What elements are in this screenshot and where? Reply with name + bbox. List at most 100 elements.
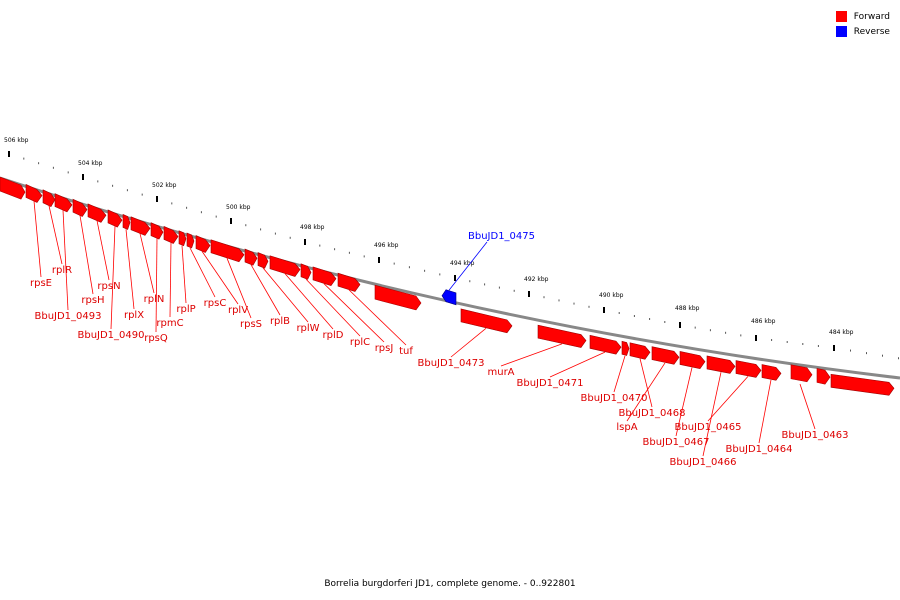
gene-label: rplW bbox=[296, 323, 319, 334]
gene-feature bbox=[178, 230, 187, 247]
gene-feature bbox=[87, 203, 107, 223]
gene-label: BbuJD1_0490 bbox=[77, 330, 144, 341]
minor-tick bbox=[633, 315, 635, 317]
label-connector bbox=[500, 343, 563, 367]
minor-tick bbox=[52, 166, 54, 169]
minor-tick bbox=[850, 349, 851, 352]
minor-tick bbox=[664, 321, 666, 323]
minor-tick bbox=[513, 289, 515, 292]
gene-feature bbox=[816, 368, 831, 385]
legend-reverse-label: Reverse bbox=[853, 26, 890, 37]
minor-tick bbox=[543, 296, 545, 299]
gene-label: BbuJD1_0467 bbox=[642, 437, 709, 448]
forward-swatch bbox=[835, 11, 847, 22]
tick-label: 506 kbp bbox=[4, 137, 29, 144]
label-connector bbox=[79, 215, 94, 295]
gene-feature bbox=[107, 209, 123, 228]
minor-tick bbox=[245, 224, 247, 227]
tick-label: 484 kbp bbox=[829, 329, 854, 336]
minor-tick bbox=[866, 352, 867, 355]
tick-label: 502 kbp bbox=[152, 182, 177, 189]
minor-tick bbox=[260, 228, 262, 231]
gene-label: BbuJD1_0493 bbox=[34, 311, 101, 322]
gene-label: rplD bbox=[323, 330, 344, 341]
label-connector bbox=[189, 247, 216, 298]
reverse-swatch bbox=[835, 26, 847, 37]
minor-tick bbox=[200, 211, 202, 214]
gene-feature bbox=[186, 232, 195, 249]
gene-feature bbox=[25, 183, 43, 203]
gene-label: BbuJD1_0466 bbox=[669, 457, 736, 468]
minor-tick bbox=[112, 184, 114, 187]
label-connector bbox=[226, 258, 252, 319]
chromosome-backbone bbox=[0, 176, 900, 380]
label-connector bbox=[284, 273, 334, 330]
minor-tick bbox=[186, 206, 188, 209]
gene-feature bbox=[830, 373, 895, 396]
minor-tick bbox=[817, 345, 819, 347]
gene-label: BbuJD1_0465 bbox=[674, 422, 741, 433]
minor-tick bbox=[588, 305, 590, 308]
gene-label: rplN bbox=[144, 294, 165, 305]
gene-label: murA bbox=[487, 367, 514, 378]
label-connector bbox=[96, 220, 110, 281]
minor-tick bbox=[215, 215, 217, 218]
minor-tick bbox=[573, 302, 575, 305]
minor-tick bbox=[141, 193, 143, 196]
gene-feature bbox=[42, 189, 56, 208]
minor-tick bbox=[348, 251, 350, 254]
gene-feature bbox=[706, 355, 736, 374]
minor-tick bbox=[439, 273, 441, 276]
minor-tick bbox=[725, 331, 727, 334]
gene-label: BbuJD1_0463 bbox=[781, 430, 848, 441]
gene-label: tuf bbox=[399, 346, 413, 357]
minor-tick bbox=[498, 286, 500, 289]
minor-tick bbox=[694, 326, 696, 329]
legend-reverse: Reverse bbox=[835, 24, 890, 39]
gene-feature bbox=[337, 272, 361, 292]
gene-feature bbox=[54, 193, 73, 213]
label-connector bbox=[169, 242, 172, 318]
tick-label: 486 kbp bbox=[751, 318, 776, 325]
label-connector bbox=[450, 328, 487, 358]
minor-tick bbox=[334, 248, 336, 251]
label-connector bbox=[448, 241, 488, 291]
gene-feature bbox=[761, 364, 782, 381]
figure-caption: Borrelia burgdorferi JD1, complete genom… bbox=[324, 579, 576, 589]
minor-tick bbox=[740, 334, 742, 337]
gene-label: rpsS bbox=[240, 319, 262, 330]
gene-feature bbox=[621, 340, 630, 356]
label-connector bbox=[125, 229, 135, 310]
gene-label: BbuJD1_0475 bbox=[468, 231, 535, 242]
label-connector bbox=[549, 351, 606, 378]
tick-label: 500 kbp bbox=[226, 204, 251, 211]
label-connector bbox=[139, 233, 155, 294]
minor-tick bbox=[171, 202, 173, 205]
minor-tick bbox=[469, 280, 471, 283]
tick-label: 490 kbp bbox=[599, 292, 624, 299]
minor-tick bbox=[126, 189, 128, 192]
label-connector bbox=[675, 367, 693, 437]
gene-label: rplB bbox=[270, 316, 290, 327]
legend-forward: Forward bbox=[835, 9, 890, 24]
gene-label: rplR bbox=[52, 265, 72, 276]
gene-feature bbox=[163, 225, 179, 244]
minor-tick bbox=[319, 244, 321, 247]
gene-label: rplP bbox=[176, 304, 195, 315]
legend: Forward Reverse bbox=[835, 9, 890, 39]
minor-tick bbox=[408, 266, 410, 269]
gene-label: rpsE bbox=[30, 278, 52, 289]
gene-label: rpsQ bbox=[144, 333, 168, 344]
gene-label: BbuJD1_0473 bbox=[417, 358, 484, 369]
gene-feature bbox=[735, 360, 762, 378]
minor-tick bbox=[97, 180, 99, 183]
legend-forward-label: Forward bbox=[853, 11, 890, 22]
tick-label: 492 kbp bbox=[524, 276, 549, 283]
gene-label: rplV bbox=[228, 305, 248, 316]
gene-label: rpsJ bbox=[375, 343, 394, 354]
gene-feature bbox=[195, 235, 211, 253]
tick-label: 488 kbp bbox=[675, 305, 700, 312]
label-connector bbox=[758, 379, 772, 444]
label-connector bbox=[305, 278, 361, 337]
